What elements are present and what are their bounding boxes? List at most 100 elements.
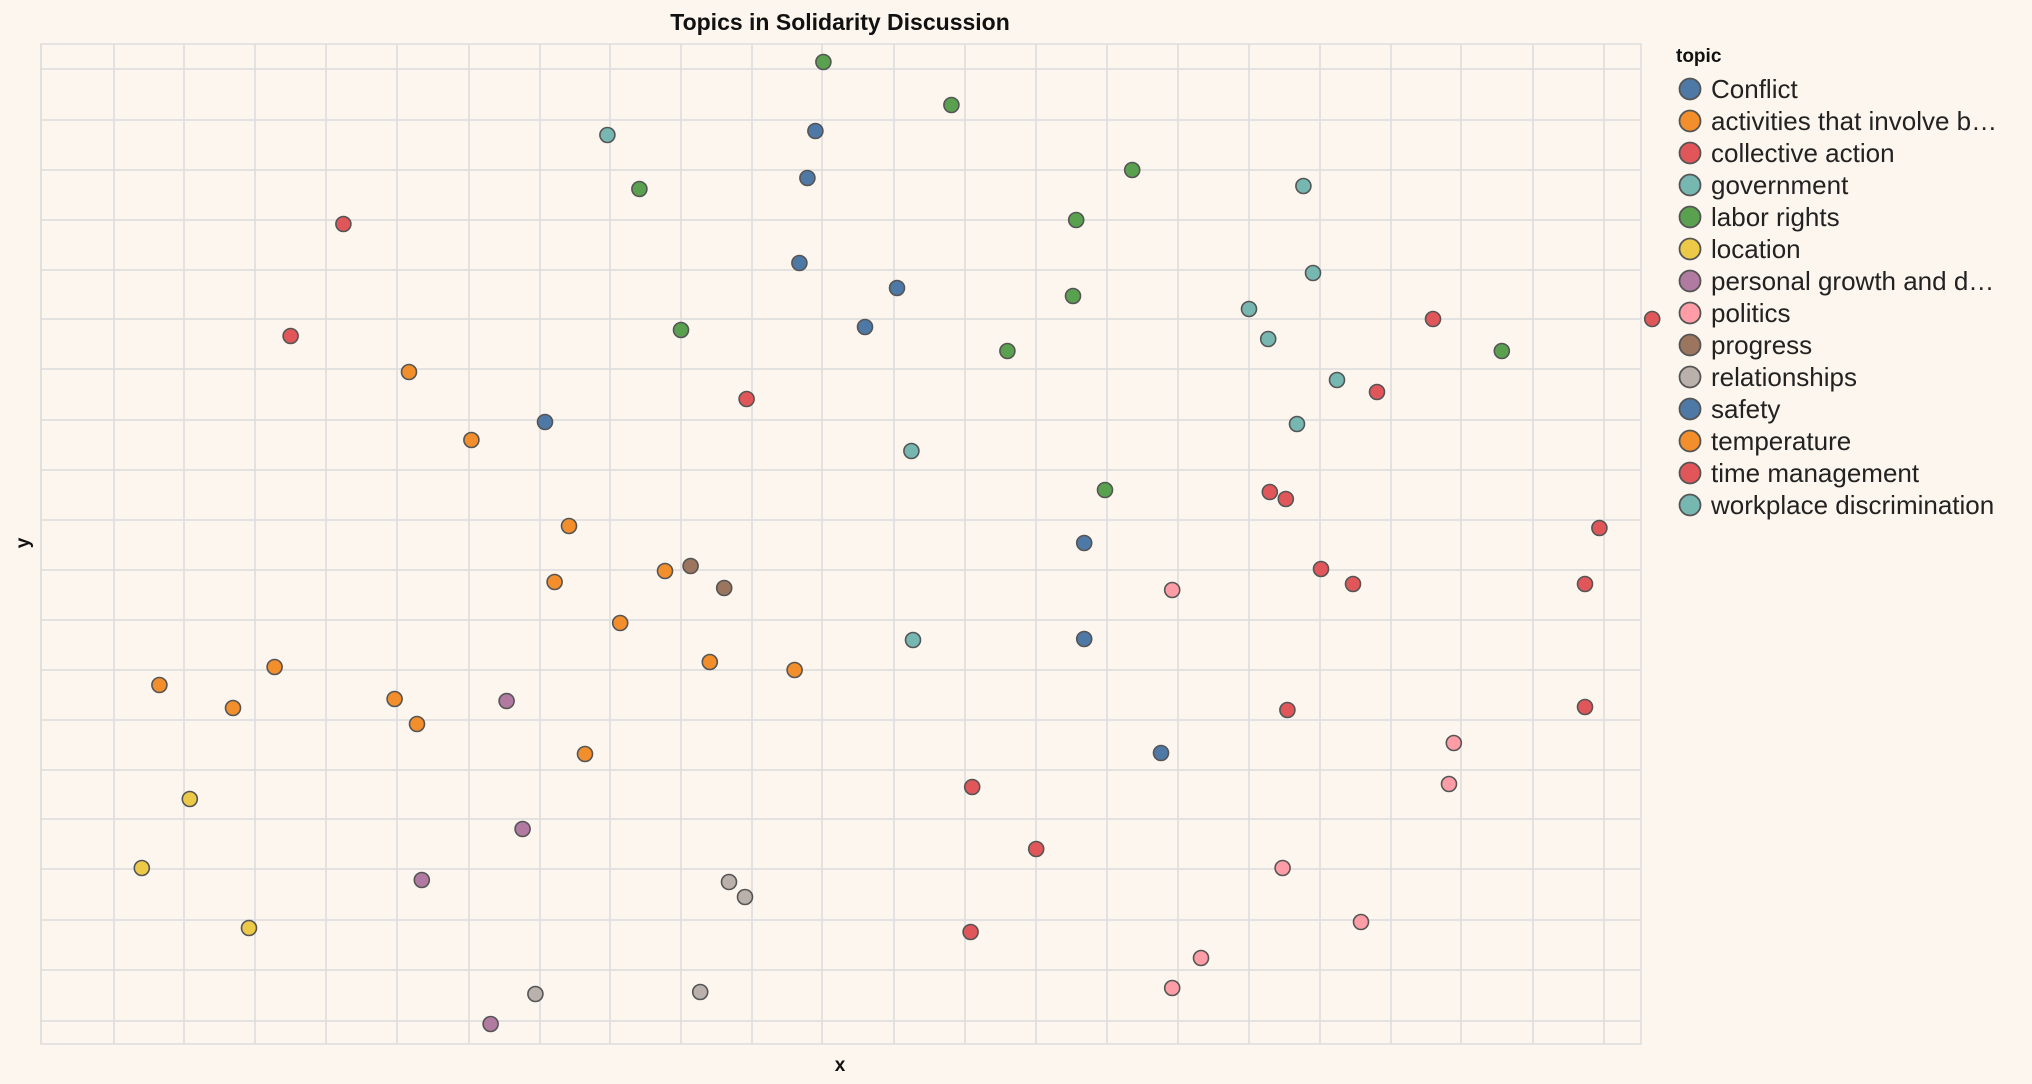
legend-marker [1678,301,1702,325]
data-point [999,342,1016,360]
data-point [1312,560,1330,578]
data-point [282,327,299,345]
data-point [963,778,981,796]
data-point [904,631,922,649]
data-point [1259,330,1277,348]
data-point [1279,701,1296,719]
data-point [656,562,674,580]
y-axis-label: y [13,537,34,548]
data-point [903,442,920,460]
data-point [1352,913,1370,931]
data-point [224,699,242,717]
chart-title: Topics in Solidarity Discussion [670,9,1010,35]
legend-label: safety [1711,394,1780,424]
legend-title: topic [1676,46,1722,67]
data-points [133,53,1661,1033]
data-point [720,873,738,891]
data-point [560,517,578,535]
data-point [736,888,754,906]
legend-marker [1678,397,1702,421]
data-point [514,820,531,838]
legend-label: politics [1711,298,1790,328]
data-point [1163,581,1181,599]
data-point [498,692,515,710]
data-point [611,614,629,632]
data-point [151,676,168,694]
legend-label: temperature [1711,426,1851,456]
data-point [240,919,258,937]
legend-label: location [1711,234,1801,264]
data-point [1445,734,1463,752]
data-point [1493,342,1511,360]
data-point [1067,211,1085,229]
data-point [546,573,563,591]
data-point [1576,698,1594,716]
data-point [631,180,648,198]
data-point [1440,775,1458,793]
data-point [701,653,719,671]
data-point [463,431,480,449]
data-point [527,985,544,1003]
data-point [335,215,352,233]
data-point [408,715,426,733]
data-point [1274,859,1291,877]
data-point [1064,287,1082,305]
data-point [807,122,824,140]
legend-marker [1678,173,1702,197]
data-point [815,53,832,71]
data-point [1261,483,1279,501]
data-point [1368,383,1386,401]
data-point [1576,575,1594,593]
data-point [799,169,816,187]
legend-marker [1678,269,1702,293]
x-axis-label: x [835,1055,846,1076]
data-point [715,579,733,597]
data-point [691,983,709,1001]
legend-marker [1678,493,1702,517]
legend-label: government [1711,170,1849,200]
data-point [1027,840,1045,858]
data-point [1328,371,1346,389]
data-point [888,279,906,297]
data-point [576,745,594,763]
data-point [1075,630,1093,648]
legend-marker [1678,237,1702,261]
data-point [1344,575,1362,593]
data-point [682,557,699,575]
data-point [962,923,979,941]
legend-marker [1678,429,1702,453]
legend-label: progress [1711,330,1812,360]
data-point [791,254,808,272]
legend-marker [1678,77,1702,101]
data-point [482,1015,499,1033]
legend-marker [1678,461,1702,485]
data-point [413,871,431,889]
legend-label: activities that involve b… [1711,106,1997,136]
legend-marker [1678,109,1702,133]
data-point [1295,177,1312,195]
data-point [181,790,199,808]
data-point [856,318,874,336]
legend-label: personal growth and d… [1711,266,1994,296]
plot-area [40,43,1642,1045]
legend-label: Conflict [1711,74,1798,104]
legend-marker [1678,365,1702,389]
data-point [1096,481,1114,499]
data-point [266,658,283,676]
legend-label: relationships [1711,362,1857,392]
data-point [536,413,554,431]
legend-label: collective action [1711,138,1895,168]
legend-label: labor rights [1711,202,1840,232]
data-point [1152,744,1170,762]
legend-label: workplace discrimination [1710,490,1994,520]
data-point [1304,264,1322,282]
legend-label: time management [1711,458,1920,488]
data-point [1591,519,1608,537]
grid-lines [40,44,1641,1044]
data-point [1277,490,1295,508]
legend-marker [1678,141,1702,165]
data-point [1643,310,1661,328]
legend-marker [1678,205,1702,229]
